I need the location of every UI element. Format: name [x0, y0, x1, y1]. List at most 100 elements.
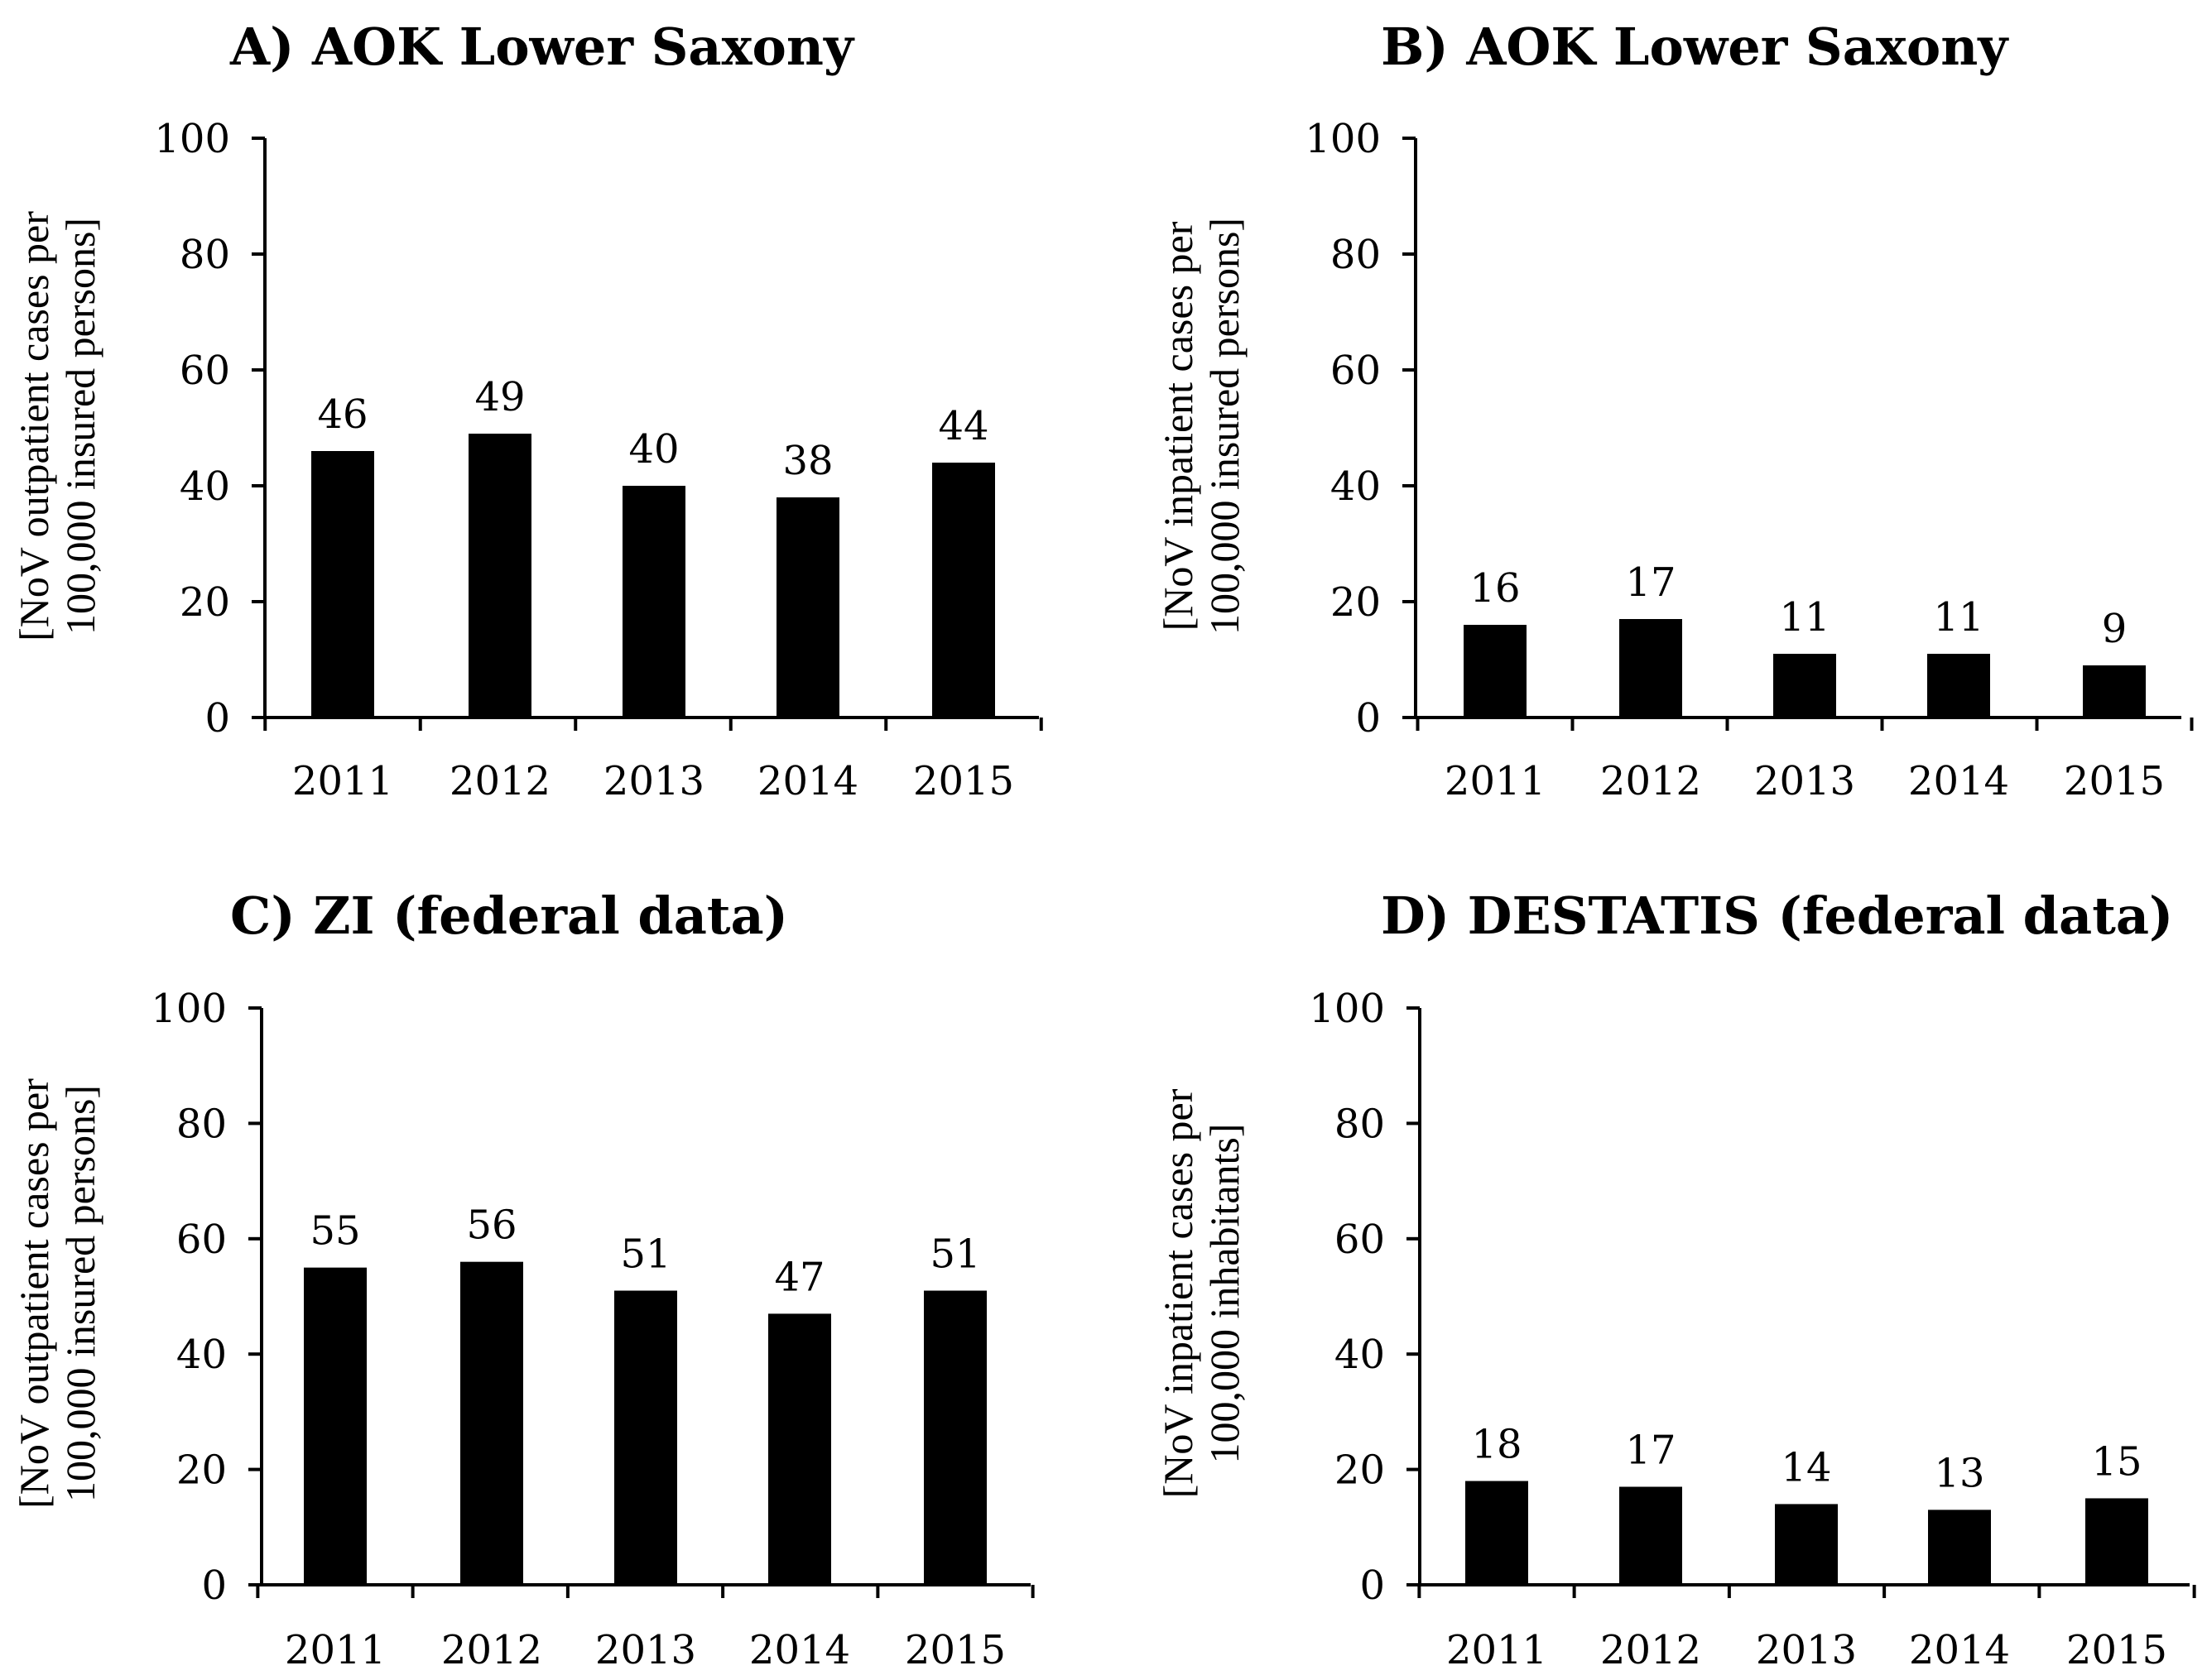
- data-label-2011: 55: [310, 1208, 360, 1255]
- bar-2011: [311, 451, 374, 718]
- y-axis-label-line: 100,000 insured persons]: [57, 218, 103, 635]
- y-tick-label: 80: [176, 1101, 227, 1147]
- panel-d-title: D) DESTATIS (federal data): [1381, 886, 2173, 946]
- y-tick-label: 0: [201, 1562, 227, 1609]
- x-tick-label-2011: 2011: [285, 1627, 386, 1673]
- bar-2015: [924, 1290, 987, 1585]
- panel-d-y-axis-label: [NoV inpatient cases per100,000 inhabita…: [1155, 1088, 1248, 1498]
- y-tick-label: 100: [1305, 116, 1381, 162]
- y-tick-label: 0: [1359, 1562, 1385, 1609]
- panel-c-title: C) ZI (federal data): [230, 886, 788, 946]
- y-axis-label-line: [NoV outpatient cases per: [11, 1078, 57, 1509]
- x-tick-label-2012: 2012: [441, 1627, 542, 1673]
- bar-2015: [932, 463, 995, 718]
- x-tick-label-2011: 2011: [292, 758, 393, 804]
- data-label-2013: 40: [628, 426, 679, 473]
- bar-2015: [2083, 665, 2146, 718]
- data-label-2013: 11: [1779, 594, 1830, 641]
- data-label-2011: 46: [317, 391, 368, 438]
- y-axis-label-line: [NoV inpatient cases per: [1155, 1088, 1201, 1498]
- y-tick-label: 0: [204, 695, 230, 742]
- panel-c: C) ZI (federal data) [NoV outpatient case…: [11, 886, 1035, 1673]
- data-label-2015: 15: [2091, 1438, 2142, 1485]
- y-tick-label: 20: [1334, 1447, 1385, 1494]
- bar-2014: [768, 1313, 831, 1585]
- bar-2013: [614, 1290, 677, 1585]
- data-label-2015: 9: [2102, 606, 2128, 652]
- y-tick-label: 80: [1330, 232, 1381, 278]
- y-axis-label-line: 100,000 insured persons]: [1201, 218, 1248, 635]
- bar-2012: [1619, 619, 1682, 718]
- data-label-2013: 14: [1781, 1444, 1831, 1490]
- panel-c-y-axis-label: [NoV outpatient cases per100,000 insured…: [11, 1078, 103, 1509]
- panel-a: A) AOK Lower Saxony [NoV outpatient cases…: [11, 17, 1043, 804]
- data-label-2014: 13: [1934, 1450, 1984, 1496]
- bar-2013: [1773, 654, 1836, 718]
- panel-b-y-axis-label: [NoV inpatient cases per100,000 insured …: [1155, 218, 1248, 635]
- x-tick-label-2011: 2011: [1445, 758, 1546, 804]
- y-tick-label: 60: [1334, 1217, 1385, 1263]
- y-tick-label: 80: [1334, 1101, 1385, 1147]
- panel-a-title: A) AOK Lower Saxony: [229, 17, 855, 77]
- y-tick-label: 60: [180, 348, 230, 394]
- x-tick-label-2012: 2012: [450, 758, 551, 804]
- y-tick-label: 40: [180, 463, 230, 510]
- x-tick-label-2013: 2013: [1754, 758, 1855, 804]
- data-label-2012: 17: [1625, 1428, 1676, 1474]
- bar-2011: [1464, 625, 1527, 718]
- data-label-2013: 51: [620, 1231, 671, 1278]
- bar-2015: [2085, 1498, 2148, 1585]
- y-tick-label: 40: [1334, 1332, 1385, 1378]
- data-label-2014: 11: [1933, 594, 1983, 641]
- y-tick-label: 40: [1330, 463, 1381, 510]
- y-tick-label: 100: [151, 986, 227, 1032]
- y-tick-label: 20: [176, 1447, 227, 1494]
- bar-2014: [1928, 1510, 1991, 1585]
- data-label-2011: 18: [1471, 1422, 1522, 1468]
- x-tick-label-2014: 2014: [1908, 758, 2009, 804]
- x-tick-label-2014: 2014: [757, 758, 858, 804]
- data-label-2012: 49: [474, 374, 525, 420]
- x-tick-label-2014: 2014: [1909, 1627, 2010, 1673]
- y-tick-label: 20: [1330, 579, 1381, 626]
- x-tick-label-2012: 2012: [1600, 758, 1701, 804]
- panel-b: B) AOK Lower Saxony [NoV inpatient cases …: [1155, 17, 2194, 804]
- y-axis-label-line: [NoV outpatient cases per: [11, 211, 57, 641]
- x-tick-label-2014: 2014: [749, 1627, 850, 1673]
- bar-2012: [1619, 1486, 1682, 1585]
- data-label-2015: 51: [930, 1231, 980, 1278]
- panel-a-y-axis-label: [NoV outpatient cases per100,000 insured…: [11, 211, 103, 641]
- y-tick-label: 20: [180, 579, 230, 626]
- y-tick-label: 40: [176, 1332, 227, 1378]
- y-axis-label-line: [NoV inpatient cases per: [1155, 221, 1201, 631]
- x-tick-label-2015: 2015: [905, 1627, 1006, 1673]
- y-tick-label: 60: [1330, 348, 1381, 394]
- bar-2012: [469, 434, 531, 718]
- y-tick-label: 100: [1309, 986, 1385, 1032]
- x-tick-label-2013: 2013: [603, 758, 704, 804]
- data-label-2012: 56: [466, 1202, 517, 1249]
- bar-2011: [1465, 1481, 1528, 1585]
- data-label-2012: 17: [1625, 559, 1676, 606]
- x-tick-label-2013: 2013: [595, 1627, 696, 1673]
- y-tick-label: 80: [180, 232, 230, 278]
- x-tick-label-2015: 2015: [2064, 758, 2165, 804]
- bar-2011: [304, 1267, 367, 1585]
- y-tick-label: 60: [176, 1217, 227, 1263]
- data-label-2014: 38: [782, 438, 833, 484]
- x-tick-label-2015: 2015: [2066, 1627, 2167, 1673]
- bar-2012: [460, 1261, 523, 1585]
- bar-2014: [777, 497, 839, 718]
- x-tick-label-2013: 2013: [1756, 1627, 1857, 1673]
- y-tick-label: 0: [1355, 695, 1381, 742]
- data-label-2014: 47: [774, 1254, 825, 1300]
- x-tick-label-2015: 2015: [913, 758, 1014, 804]
- bar-2013: [1775, 1504, 1838, 1585]
- bar-2014: [1927, 654, 1990, 718]
- data-label-2015: 44: [938, 403, 988, 449]
- y-axis-label-line: 100,000 insured persons]: [57, 1085, 103, 1502]
- panel-b-title: B) AOK Lower Saxony: [1381, 17, 2009, 77]
- data-label-2011: 16: [1469, 565, 1520, 612]
- y-axis-label-line: 100,000 inhabitants]: [1201, 1123, 1248, 1463]
